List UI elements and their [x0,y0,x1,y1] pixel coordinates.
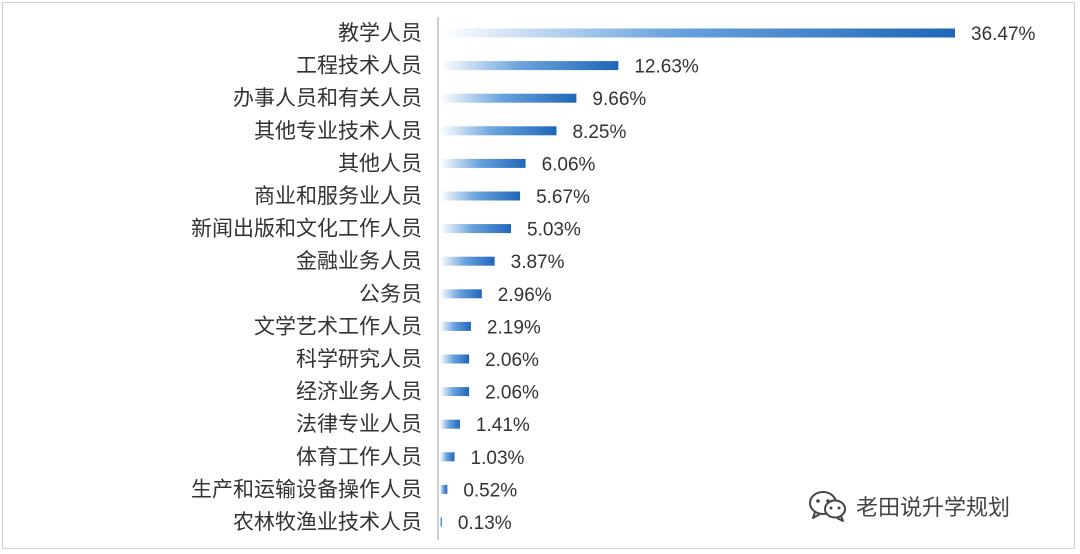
bar [440,452,455,462]
category-label: 办事人员和有关人员 [233,86,422,110]
bar [440,419,460,429]
bar [440,158,526,168]
bar [440,191,521,201]
value-label: 5.03% [527,220,581,241]
category-label: 公务员 [359,282,422,306]
category-label: 商业和服务业人员 [254,184,422,208]
bar [440,224,512,234]
category-label: 其他专业技术人员 [254,119,422,143]
value-label: 9.66% [592,89,646,110]
value-label: 8.25% [572,122,626,143]
bar [440,289,482,299]
bar [440,256,495,266]
wechat-icon [809,491,846,522]
watermark: 老田说升学规划 [808,486,1010,526]
category-label: 法律专业人员 [296,412,422,436]
category-label: 经济业务人员 [296,380,422,404]
value-label: 1.41% [476,415,530,436]
bar [440,387,470,397]
value-label: 6.06% [542,154,596,175]
value-label: 12.63% [634,57,699,78]
bar [440,354,470,364]
value-label: 36.47% [971,24,1036,45]
category-label: 其他人员 [338,151,422,175]
bar [440,93,577,103]
value-label: 2.96% [498,285,552,306]
value-label: 0.13% [458,513,512,534]
value-label: 0.52% [463,480,517,501]
category-label: 金融业务人员 [296,249,422,273]
bar [440,126,557,136]
category-label: 生产和运输设备操作人员 [191,477,422,501]
value-label: 2.19% [487,317,541,338]
value-label: 5.67% [536,187,590,208]
bar [440,61,619,71]
value-label: 2.06% [485,350,539,371]
bar [440,484,448,494]
bar [440,321,471,331]
value-label: 1.03% [471,448,525,469]
value-label: 3.87% [511,252,565,273]
category-label: 教学人员 [338,21,422,45]
bar [440,517,442,527]
value-label: 2.06% [485,383,539,404]
bar [440,28,955,38]
watermark-text: 老田说升学规划 [856,496,1011,521]
category-label: 农林牧渔业技术人员 [233,510,422,534]
category-label: 体育工作人员 [296,445,422,469]
category-label: 文学艺术工作人员 [254,314,422,338]
category-label: 科学研究人员 [296,347,422,371]
category-label: 新闻出版和文化工作人员 [191,217,422,241]
category-label: 工程技术人员 [296,54,422,78]
